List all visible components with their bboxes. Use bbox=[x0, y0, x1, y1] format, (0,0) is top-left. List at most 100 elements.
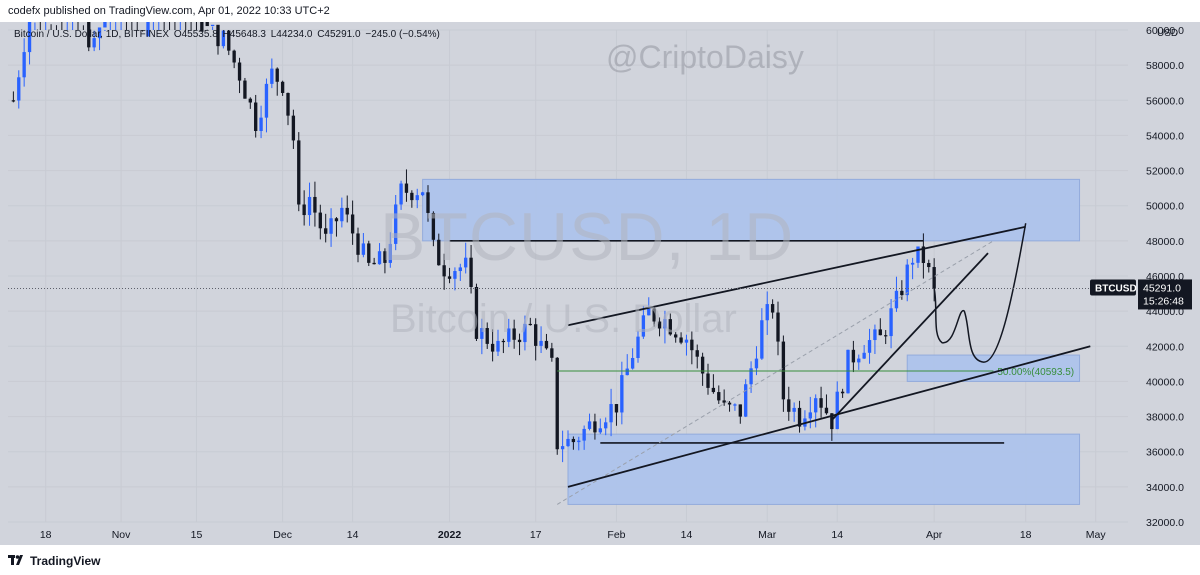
candle-body bbox=[275, 68, 279, 82]
candle-body bbox=[512, 328, 516, 340]
candle-body bbox=[205, 22, 209, 27]
footer-brand: TradingView bbox=[30, 554, 101, 568]
candle-body bbox=[609, 404, 613, 423]
footer-bar: TradingView bbox=[0, 545, 1200, 575]
candle-body bbox=[367, 243, 371, 263]
candle-body bbox=[237, 62, 242, 81]
last-price-label: 45291.0 bbox=[1143, 282, 1181, 294]
candle-body bbox=[496, 340, 500, 352]
price-tick-label: 52000.0 bbox=[1146, 166, 1184, 178]
candle-body bbox=[216, 24, 220, 47]
candle-body bbox=[787, 399, 791, 412]
candle-body bbox=[668, 319, 672, 335]
candle-body bbox=[286, 92, 290, 116]
candle-body bbox=[900, 290, 904, 296]
candle-body bbox=[388, 243, 392, 263]
candle-body bbox=[200, 22, 204, 32]
legend-open: O45535.8 bbox=[173, 29, 218, 40]
candle-body bbox=[146, 22, 150, 37]
candle-body bbox=[657, 321, 662, 329]
candle-body bbox=[792, 407, 796, 412]
candle-body bbox=[485, 328, 489, 344]
candle-body bbox=[453, 271, 457, 279]
candle-body bbox=[679, 337, 683, 343]
price-tick-label: 48000.0 bbox=[1146, 236, 1184, 248]
candle-body bbox=[11, 100, 16, 102]
candle-body bbox=[695, 350, 699, 357]
candle-body bbox=[560, 446, 565, 450]
candle-body bbox=[808, 412, 812, 419]
candle-body bbox=[749, 368, 753, 385]
candle-body bbox=[625, 368, 629, 376]
candle-body bbox=[690, 339, 694, 351]
candle-body bbox=[297, 140, 301, 205]
candle-body bbox=[598, 428, 602, 433]
candle-body bbox=[663, 319, 667, 329]
candle-body bbox=[92, 38, 96, 48]
legend-change: −245.0 (−0.54%) bbox=[365, 29, 440, 40]
candle-body bbox=[674, 334, 678, 338]
candle-body bbox=[738, 404, 742, 417]
price-tick-label: 56000.0 bbox=[1146, 95, 1184, 107]
candle-body bbox=[318, 212, 322, 229]
candle-body bbox=[824, 407, 829, 414]
candle-body bbox=[770, 304, 775, 313]
candle-body bbox=[910, 262, 915, 265]
candle-body bbox=[442, 265, 446, 277]
candle-body bbox=[781, 341, 786, 400]
publisher-bar: codefx published on TradingView.com, Apr… bbox=[0, 0, 1200, 22]
candle-body bbox=[404, 183, 409, 193]
time-tick-label: 17 bbox=[530, 529, 542, 541]
price-tick-label: 58000.0 bbox=[1146, 60, 1184, 72]
candle-body bbox=[372, 262, 376, 265]
price-tick-label: 38000.0 bbox=[1146, 412, 1184, 424]
price-tick-label: 50000.0 bbox=[1146, 201, 1184, 213]
candle-body bbox=[797, 407, 802, 427]
candle-body bbox=[830, 413, 834, 430]
price-tick-label: 36000.0 bbox=[1146, 447, 1184, 459]
candle-body bbox=[717, 392, 721, 401]
candle-body bbox=[733, 404, 737, 406]
candlestick-chart[interactable]: 50.00%(40593.5) 32000.0 34000.0 36000.0 380… bbox=[0, 22, 1200, 545]
price-tick-label: 42000.0 bbox=[1146, 341, 1184, 353]
candle-body bbox=[544, 340, 549, 349]
candle-body bbox=[431, 212, 436, 240]
candle-body bbox=[722, 400, 726, 403]
candle-body bbox=[254, 102, 258, 131]
candle-body bbox=[302, 204, 306, 216]
price-tick-label: 32000.0 bbox=[1146, 517, 1184, 529]
candle-body bbox=[394, 204, 398, 244]
legend-close: C45291.0 bbox=[317, 29, 361, 40]
candle-body bbox=[345, 207, 349, 215]
candle-body bbox=[480, 328, 484, 339]
price-tick-label: 40000.0 bbox=[1146, 376, 1184, 388]
candle-body bbox=[383, 251, 387, 263]
candle-body bbox=[517, 339, 522, 343]
axes: 32000.0 34000.0 36000.0 38000.0 40000.0 42000… bbox=[40, 22, 1200, 545]
candle-body bbox=[587, 421, 592, 429]
candle-body bbox=[501, 340, 506, 343]
candle-body bbox=[916, 246, 920, 263]
candle-body bbox=[641, 315, 646, 337]
legend-symbol: Bitcoin / U.S. Dollar, 1D, BITFINEX bbox=[14, 29, 170, 40]
candle-body bbox=[437, 239, 441, 266]
candle-body bbox=[97, 27, 102, 39]
candle-body bbox=[706, 373, 710, 388]
time-tick-label: Feb bbox=[607, 529, 625, 541]
candle-body bbox=[356, 233, 360, 255]
candle-body bbox=[727, 402, 732, 405]
watermark-description: Bitcoin / U.S. Dollar bbox=[390, 297, 737, 341]
candle-body bbox=[523, 323, 527, 343]
chart-area[interactable]: 50.00%(40593.5) 32000.0 34000.0 36000.0 380… bbox=[0, 22, 1200, 545]
candle-body bbox=[652, 308, 656, 322]
time-tick-label: Dec bbox=[273, 529, 292, 541]
candle-body bbox=[835, 391, 839, 430]
candle-body bbox=[291, 115, 296, 141]
candle-body bbox=[458, 267, 462, 272]
price-tick-label: 34000.0 bbox=[1146, 482, 1184, 494]
candle-body bbox=[248, 98, 252, 103]
time-tick-label: 14 bbox=[831, 529, 843, 541]
candle-body bbox=[313, 196, 317, 213]
symbol-legend: Bitcoin / U.S. Dollar, 1D, BITFINEX O455… bbox=[14, 29, 442, 40]
trendline bbox=[567, 225, 1026, 327]
